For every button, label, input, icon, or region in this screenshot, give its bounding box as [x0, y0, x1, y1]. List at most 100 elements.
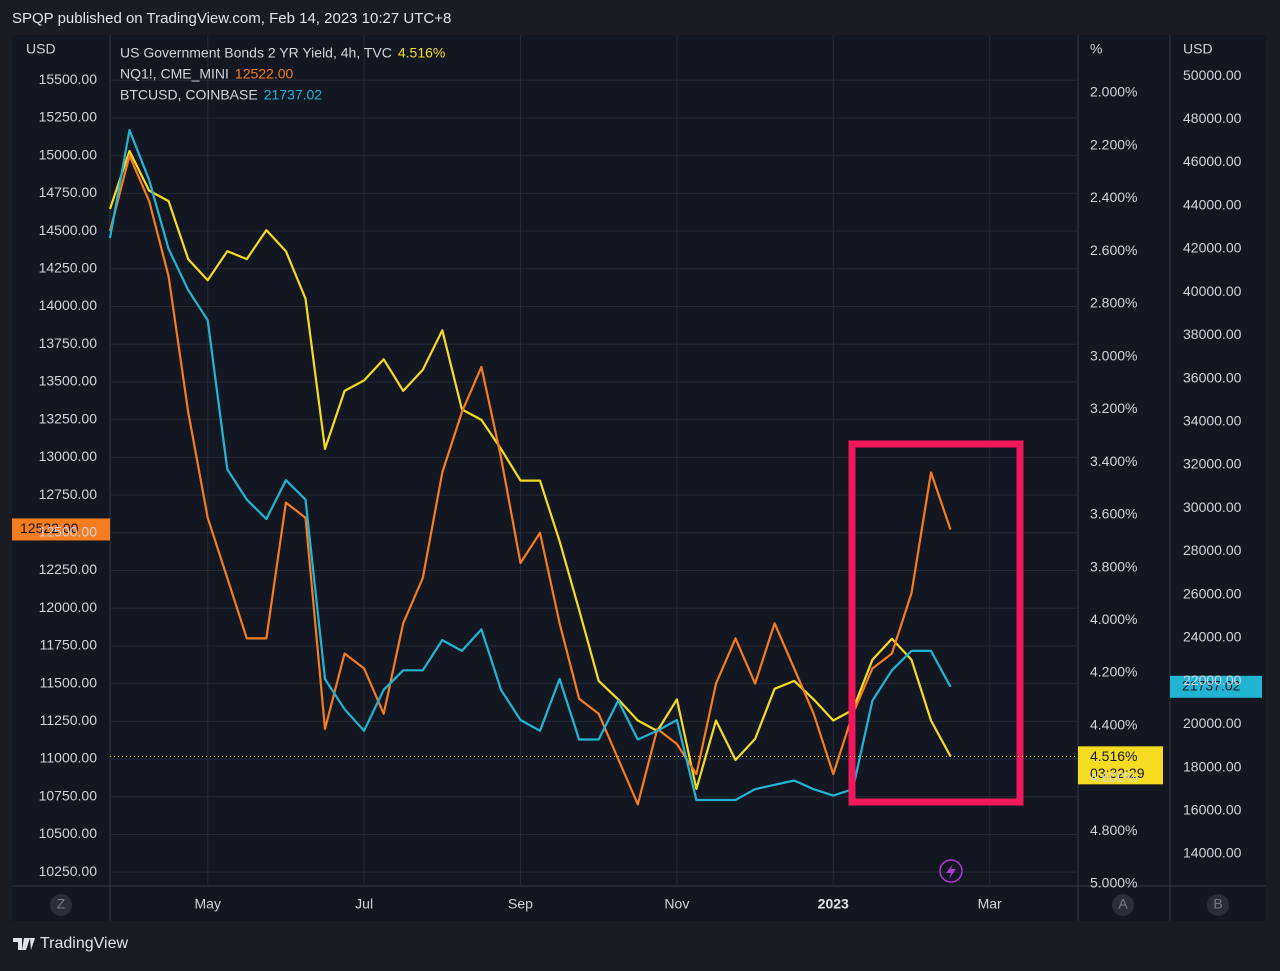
button-label: Z: [57, 896, 66, 912]
y-tick-label: 13250.00: [39, 410, 98, 426]
y3-tick-label: 20000.00: [1183, 715, 1242, 731]
y-tick-label: 11250.00: [40, 712, 98, 728]
y-tick-label: 12500.00: [39, 523, 98, 539]
button[interactable]: [1112, 894, 1134, 916]
y-tick-label: 13500.00: [39, 373, 98, 389]
header-title: SPQP published on TradingView.com, Feb 1…: [12, 10, 451, 27]
y3-tick-label: 40000.00: [1183, 283, 1242, 299]
y3-tick-label: 18000.00: [1183, 758, 1242, 774]
y2-tick-label: 4.200%: [1090, 664, 1137, 680]
alert-icon-bolt: [946, 864, 956, 879]
y-tick-label: 14250.00: [39, 260, 98, 276]
countdown-label: 03:32:29: [1090, 765, 1145, 781]
button-label: B: [1213, 896, 1222, 912]
y3-tick-label: 44000.00: [1183, 196, 1242, 212]
y3-tick-label: 34000.00: [1183, 413, 1242, 429]
price-tags: 4.516%03:32:29 12522.00 21737.02: [12, 518, 1262, 785]
x-tick-label: Jul: [355, 896, 373, 912]
y-tick-label: 15000.00: [39, 146, 98, 162]
series-line: [108, 129, 952, 802]
y3-tick-label: 38000.00: [1183, 326, 1242, 342]
y-tick-label: 12750.00: [39, 486, 98, 502]
y3-tick-label: 26000.00: [1183, 585, 1242, 601]
y-tick-label: 11500.00: [40, 674, 98, 690]
price-tag: [12, 518, 110, 541]
y2-tick-label: 4.000%: [1090, 611, 1137, 627]
y3-tick-label: 46000.00: [1183, 153, 1242, 169]
y-tick-label: 11000.00: [40, 750, 98, 766]
axis-unit: USD: [1183, 41, 1213, 57]
y-tick-label: 14500.00: [39, 222, 98, 238]
y3-tick-label: 32000.00: [1183, 456, 1242, 472]
y2-tick-label: 4.800%: [1090, 822, 1137, 838]
y3-tick-label: 30000.00: [1183, 499, 1242, 515]
legend-name: US Government Bonds 2 YR Yield, 4h, TVC: [120, 45, 392, 61]
y-tick-label: 14000.00: [39, 297, 98, 313]
y-tick-label: 14750.00: [39, 184, 98, 200]
y-tick-label: 10500.00: [39, 825, 98, 841]
y-tick-label: 10250.00: [39, 863, 98, 879]
legend-value: 21737.02: [264, 87, 323, 103]
y-tick-label: 11750.00: [40, 637, 98, 653]
y2-tick-label: 2.200%: [1090, 136, 1137, 152]
y2-tick-label: 3.000%: [1090, 347, 1137, 363]
y2-tick-label: 5.000%: [1090, 875, 1137, 891]
series-line: [108, 154, 952, 806]
y3-tick-label: 24000.00: [1183, 629, 1242, 645]
x-tick-label: Mar: [978, 896, 1002, 912]
chart-panel: [12, 35, 1266, 921]
y2-tick-label: 3.200%: [1090, 400, 1137, 416]
price-tag: [1170, 675, 1262, 698]
brand: TradingView: [40, 935, 128, 952]
y2-tick-label: 3.400%: [1090, 453, 1137, 469]
legend: US Government Bonds 2 YR Yield, 4h, TVC 4…: [120, 45, 445, 103]
y2-tick-label: 3.800%: [1090, 558, 1137, 574]
button[interactable]: [1207, 894, 1229, 916]
y3-tick-label: 50000.00: [1183, 67, 1242, 83]
alert-icon[interactable]: [939, 859, 963, 883]
legend-value: 4.516%: [398, 45, 445, 61]
y2-tick-label: 4.400%: [1090, 716, 1137, 732]
y-tick-label: 12250.00: [39, 561, 98, 577]
series-line: [108, 149, 952, 791]
legend-name: NQ1!, CME_MINI: [120, 66, 229, 82]
y-tick-label: 12000.00: [39, 599, 98, 615]
price-tag: [1078, 746, 1163, 785]
price-tag-label: 12522.00: [20, 520, 79, 536]
y-tick-label: 10750.00: [39, 787, 98, 803]
price-tag-label: 4.516%: [1090, 748, 1137, 764]
y2-tick-label: 2.800%: [1090, 295, 1137, 311]
price-tag-label: 21737.02: [1182, 678, 1241, 694]
axis-unit: %: [1090, 41, 1102, 57]
x-tick-label: 2023: [818, 896, 849, 912]
y3-tick-label: 36000.00: [1183, 369, 1242, 385]
y-tick-label: 13000.00: [39, 448, 98, 464]
y2-tick-label: 4.600%: [1090, 769, 1137, 785]
y3-tick-label: 14000.00: [1183, 845, 1242, 861]
x-tick-label: Nov: [664, 896, 689, 912]
y2-tick-label: 2.000%: [1090, 84, 1137, 100]
y-tick-label: 13750.00: [39, 335, 98, 351]
lines: [108, 129, 952, 806]
y-tick-label: 15500.00: [39, 71, 98, 87]
y-tick-label: 15250.00: [39, 109, 98, 125]
y2-tick-label: 2.400%: [1090, 189, 1137, 205]
legend-name: BTCUSD, COINBASE: [120, 87, 258, 103]
y3-tick-label: 42000.00: [1183, 240, 1242, 256]
button[interactable]: [50, 894, 72, 916]
y2-tick-label: 2.600%: [1090, 242, 1137, 258]
button-label: A: [1118, 896, 1128, 912]
axis-unit: USD: [26, 41, 56, 57]
highlight-box: [848, 440, 1024, 806]
legend-value: 12522.00: [235, 66, 294, 82]
y2-tick-label: 3.600%: [1090, 506, 1137, 522]
x-tick-label: Sep: [508, 896, 533, 912]
y3-tick-label: 16000.00: [1183, 801, 1242, 817]
x-tick-label: May: [195, 896, 221, 912]
grid: [110, 35, 1078, 885]
y3-tick-label: 22000.00: [1183, 672, 1242, 688]
y3-tick-label: 48000.00: [1183, 110, 1242, 126]
y3-tick-label: 28000.00: [1183, 542, 1242, 558]
